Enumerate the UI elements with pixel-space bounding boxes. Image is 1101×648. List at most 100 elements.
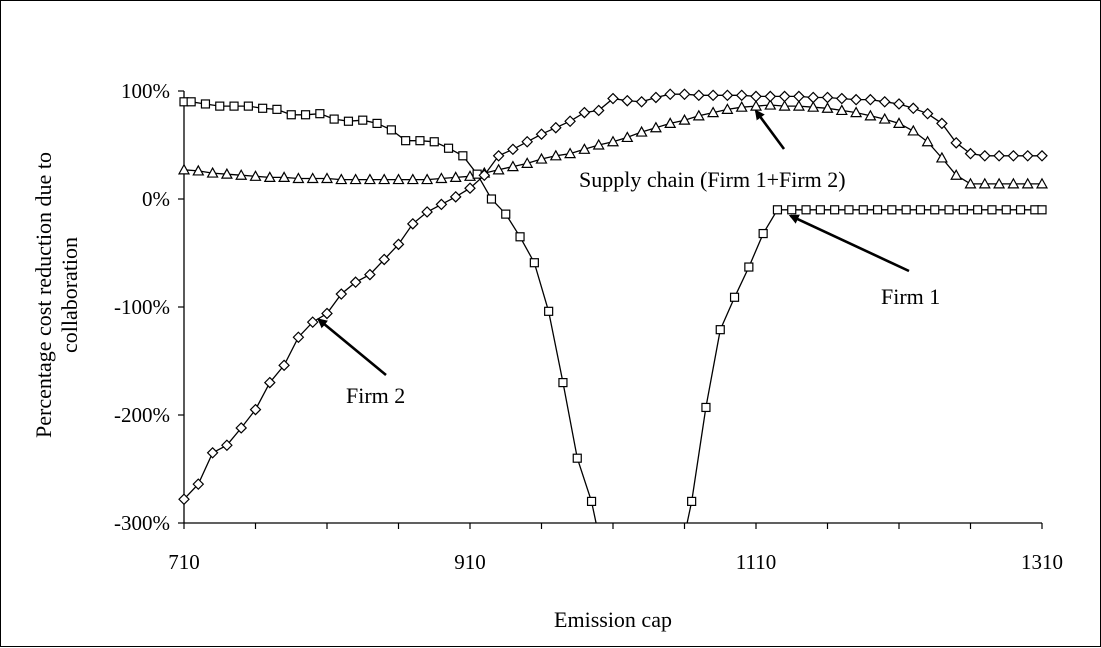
diamond-point	[335, 288, 348, 300]
square-point	[200, 99, 211, 109]
triangle-point	[521, 157, 534, 168]
diamond-point	[893, 98, 905, 110]
diamond-point	[235, 422, 248, 434]
triangle-point	[692, 109, 705, 121]
triangle-point	[993, 177, 1006, 189]
square-point	[1001, 205, 1011, 215]
triangle-point	[1007, 177, 1020, 189]
square-point	[315, 109, 325, 119]
annotation-firm-2-arrow	[317, 318, 387, 377]
y-axis-label-line: collaboration	[57, 237, 82, 353]
square-point	[186, 97, 196, 107]
diamond-point	[692, 89, 705, 102]
square-point	[372, 118, 382, 129]
square-point	[515, 232, 525, 242]
triangle-point	[578, 143, 591, 154]
y-tick-label: -300%	[114, 511, 170, 535]
diamond-point	[650, 91, 662, 104]
diamond-point	[464, 182, 476, 195]
square-point	[729, 292, 740, 302]
annotation-firm-2: Firm 2	[346, 383, 405, 408]
triangle-point	[349, 173, 362, 185]
triangle-point	[378, 173, 391, 185]
triangle-point	[278, 171, 291, 182]
diamond-point	[793, 90, 805, 103]
square-point	[544, 306, 554, 316]
triangle-point	[950, 169, 963, 180]
square-point	[529, 258, 539, 268]
diamond-point	[564, 115, 576, 128]
diamond-point	[850, 93, 862, 106]
square-point	[815, 205, 825, 215]
triangle-point	[363, 173, 376, 185]
triangle-point	[792, 99, 805, 111]
square-point	[586, 496, 597, 506]
square-point	[915, 205, 926, 215]
square-point	[701, 402, 711, 413]
diamond-point	[878, 95, 891, 108]
square-point	[987, 205, 997, 215]
diamond-point	[592, 104, 605, 117]
square-point	[830, 205, 840, 215]
square-point	[758, 228, 768, 239]
square-point	[801, 205, 811, 215]
series-firm-1	[179, 97, 1047, 523]
triangle-point	[177, 163, 191, 175]
diamond-point	[206, 446, 219, 459]
y-tick-label: 100%	[121, 79, 170, 103]
square-point	[572, 453, 582, 463]
diamond-point	[1036, 149, 1048, 162]
diamond-point	[1007, 149, 1020, 162]
triangle-point	[878, 112, 891, 124]
diamond-point	[678, 88, 691, 101]
diamond-point	[392, 238, 405, 251]
triangle-point	[907, 124, 920, 136]
diamond-point	[807, 91, 820, 104]
square-point	[358, 115, 368, 125]
diamond-point	[435, 198, 448, 211]
triangle-point	[263, 171, 276, 182]
x-axis-label: Emission cap	[554, 607, 672, 632]
diamond-point	[1021, 149, 1034, 162]
diamond-point	[921, 107, 934, 120]
diamond-point	[364, 268, 376, 281]
triangle-point	[492, 163, 505, 175]
square-point	[286, 110, 296, 120]
annotation-supply-chain-arrow	[754, 109, 786, 150]
square-point	[343, 116, 354, 126]
diamond-point	[635, 95, 648, 108]
diamond-point	[764, 90, 777, 103]
diamond-point	[735, 89, 748, 102]
diamond-point	[549, 121, 562, 134]
square-point	[715, 325, 725, 335]
triangle-point	[707, 106, 720, 118]
square-point	[501, 209, 511, 219]
triangle-point	[606, 135, 620, 147]
diamond-point	[978, 149, 991, 162]
square-point	[958, 205, 968, 215]
triangle-point	[406, 173, 419, 185]
diamond-point	[664, 88, 677, 101]
annotation-firm-1-arrow	[788, 214, 910, 273]
square-point	[443, 143, 454, 153]
diamond-point	[221, 439, 233, 452]
square-point	[558, 378, 568, 388]
triangle-point	[335, 173, 348, 185]
square-point	[258, 103, 268, 113]
diamond-point	[578, 106, 591, 119]
square-point	[944, 205, 954, 215]
diamond-point	[306, 316, 319, 328]
square-point	[844, 205, 854, 215]
series-supply-chain	[177, 98, 1049, 189]
triangle-point	[835, 104, 848, 116]
x-tick-label: 910	[454, 550, 486, 574]
triangle-point	[392, 173, 405, 185]
diamond-point	[278, 359, 290, 372]
triangle-point	[864, 109, 877, 121]
annotation-firm-1: Firm 1	[881, 284, 940, 309]
triangle-point	[535, 152, 548, 164]
square-point	[772, 205, 783, 215]
square-point	[229, 101, 239, 111]
series-line-firm-1	[184, 101, 597, 523]
